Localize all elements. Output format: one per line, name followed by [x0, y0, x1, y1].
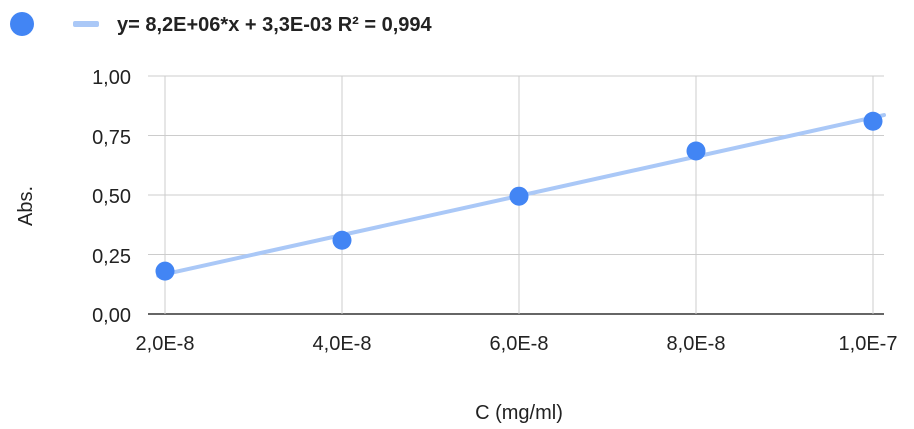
data-point — [332, 230, 352, 250]
legend-trendline-label: y= 8,2E+06*x + 3,3E-03 R² = 0,994 — [117, 14, 433, 36]
x-tick-label: 6,0E-8 — [490, 333, 549, 355]
y-tick-label: 0,75 — [92, 127, 131, 149]
y-axis-tick-labels: 0,00 0,25 0,50 0,75 1,00 — [92, 67, 131, 327]
data-points — [155, 111, 883, 281]
x-tick-label: 1,0E-7 — [839, 333, 898, 355]
legend: y= 8,2E+06*x + 3,3E-03 R² = 0,994 — [10, 12, 433, 36]
legend-series-marker — [10, 12, 34, 36]
x-axis-title: C (mg/ml) — [475, 402, 563, 424]
x-axis-tick-labels: 2,0E-8 4,0E-8 6,0E-8 8,0E-8 1,0E-7 — [136, 333, 898, 355]
x-tick-label: 4,0E-8 — [313, 333, 372, 355]
legend-trendline-swatch — [73, 21, 99, 27]
data-point — [509, 186, 529, 206]
data-point — [155, 261, 175, 281]
data-point — [686, 141, 706, 161]
y-tick-label: 0,25 — [92, 246, 131, 268]
y-tick-label: 1,00 — [92, 67, 131, 89]
x-tick-label: 2,0E-8 — [136, 333, 195, 355]
x-tick-label: 8,0E-8 — [667, 333, 726, 355]
y-tick-label: 0,00 — [92, 305, 131, 327]
y-tick-label: 0,50 — [92, 186, 131, 208]
y-axis-title: Abs. — [15, 186, 37, 226]
data-point — [863, 111, 883, 131]
